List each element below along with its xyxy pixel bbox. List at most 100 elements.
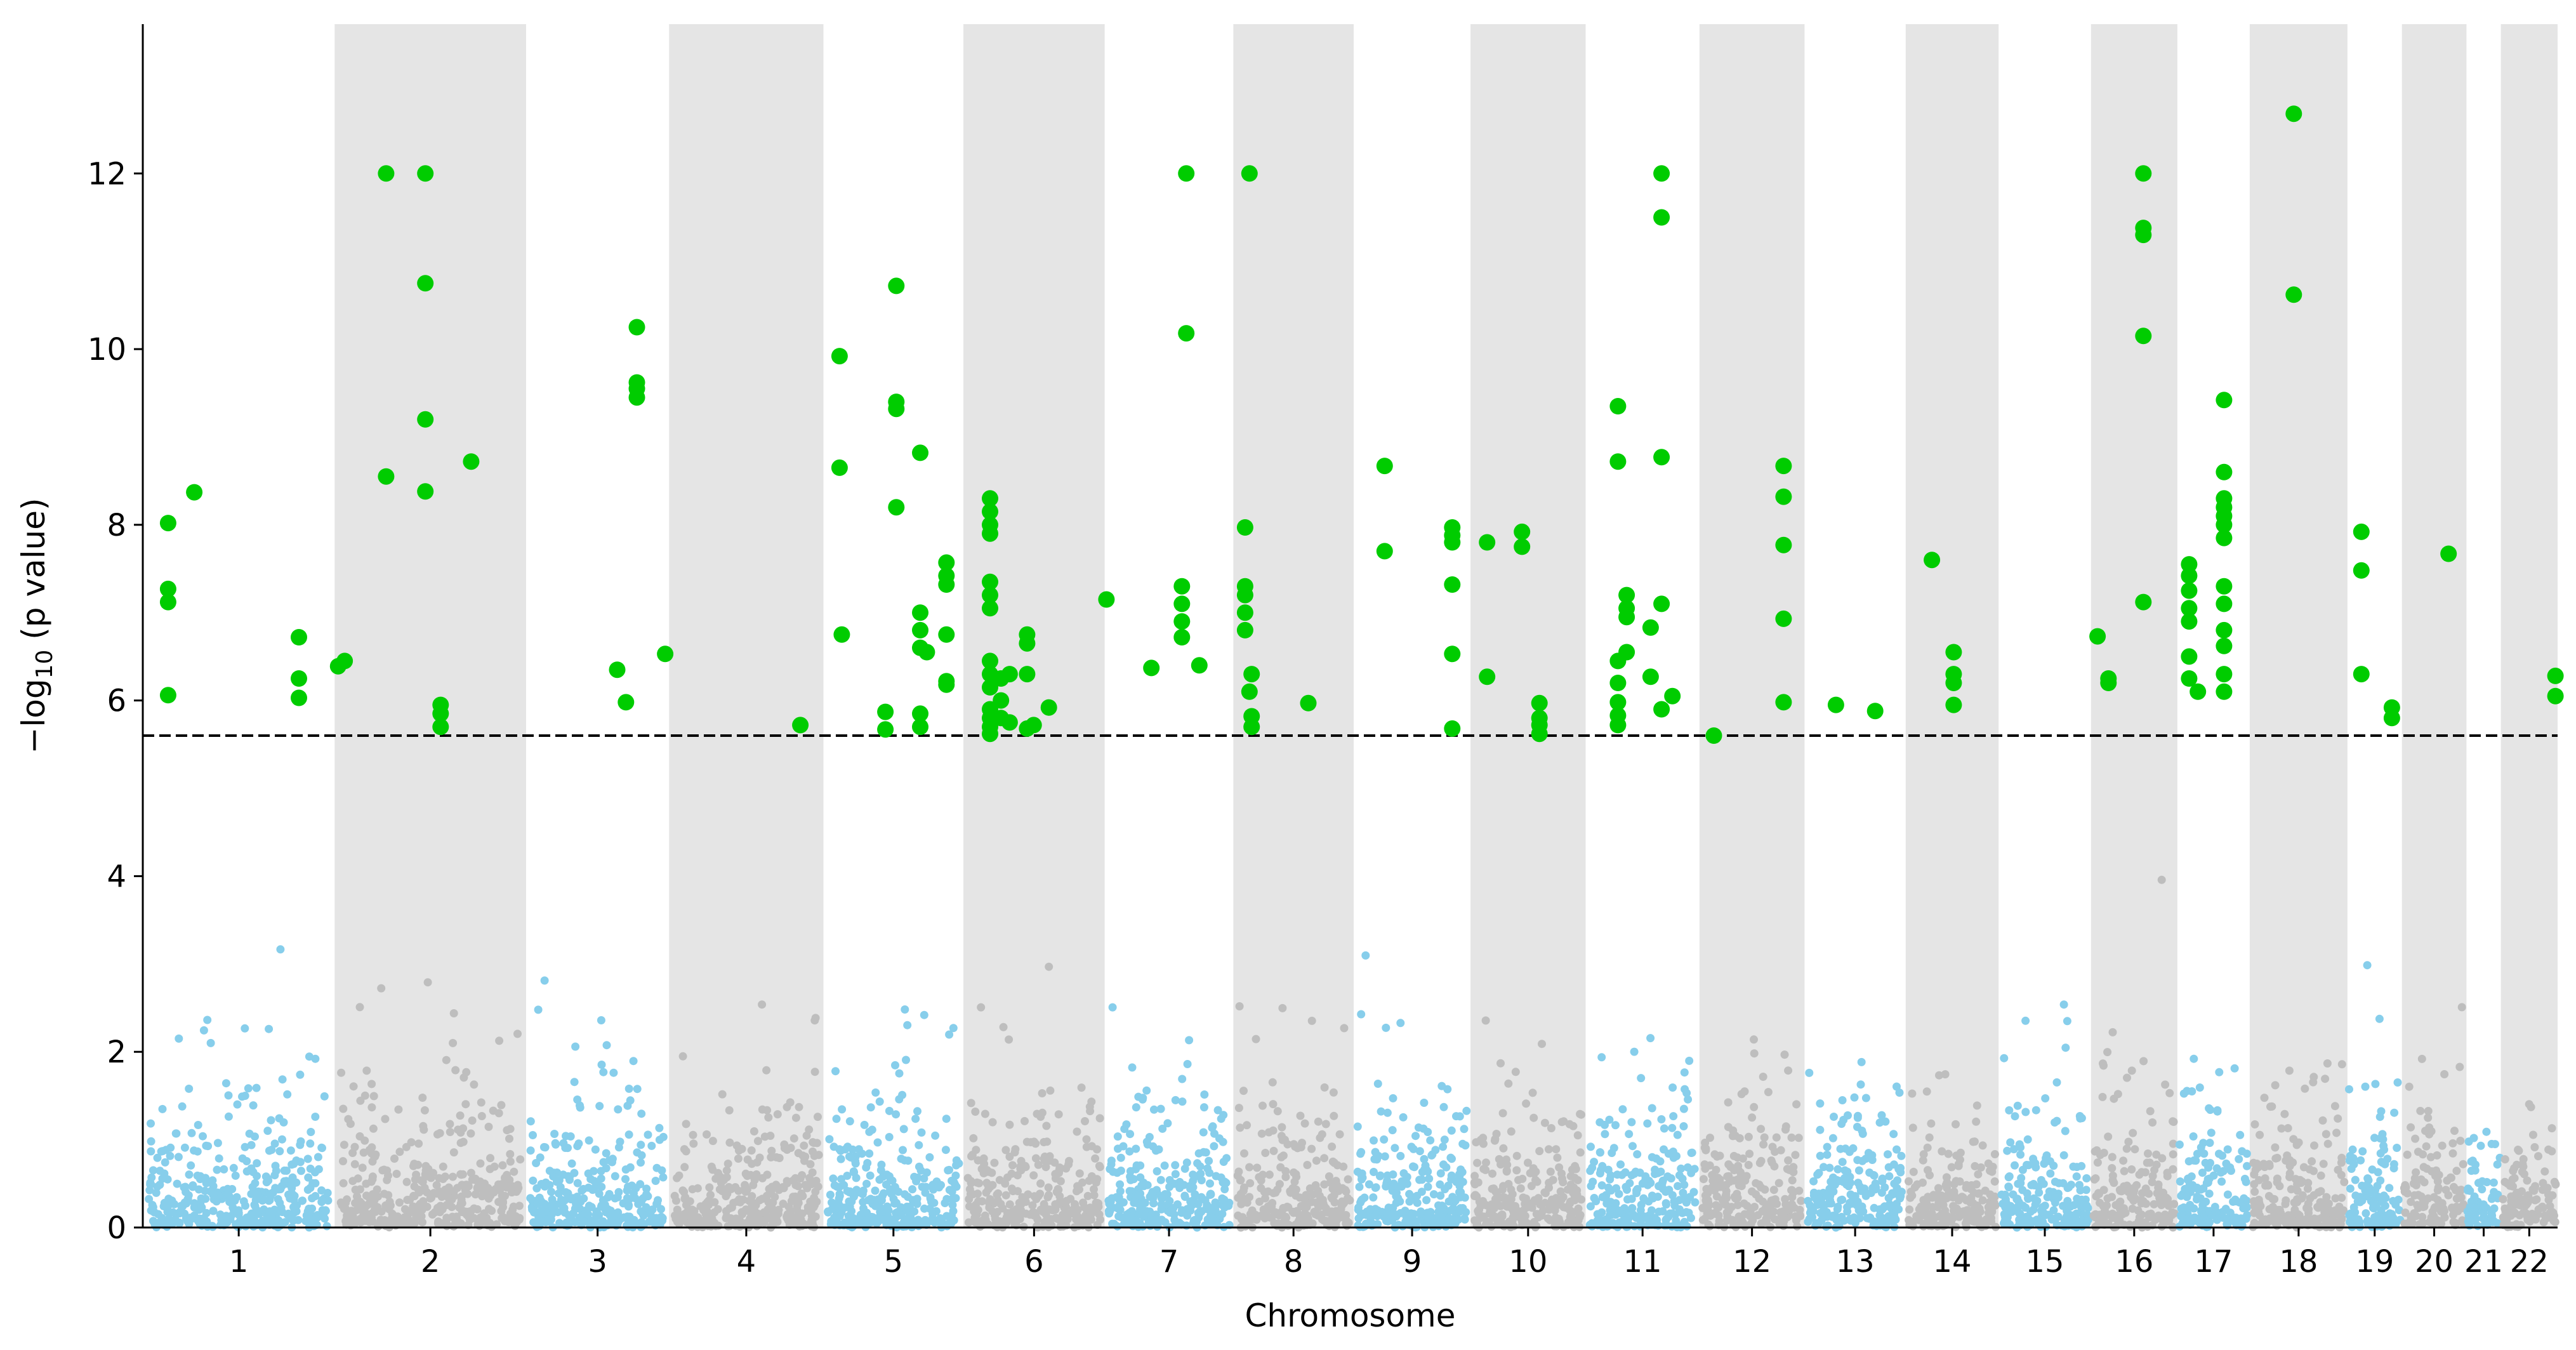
snp-point (355, 1003, 364, 1012)
snp-point (1587, 1182, 1595, 1191)
snp-point (1586, 1202, 1595, 1211)
snp-point (2021, 1212, 2030, 1221)
snp-point (229, 1163, 238, 1172)
snp-point (1177, 1208, 1186, 1217)
snp-point (859, 1198, 868, 1207)
snp-point (158, 1147, 167, 1156)
shade-band-chr-22 (2500, 24, 2558, 1228)
snp-point (1024, 1190, 1033, 1199)
snp-point (2283, 1124, 2292, 1132)
snp-point (1633, 1150, 1642, 1159)
snp-point (2148, 1118, 2157, 1127)
snp-point (1210, 1129, 1219, 1138)
snp-point (279, 1219, 287, 1228)
snp-point (1031, 1154, 1040, 1163)
snp-point (1200, 1090, 1209, 1099)
snp-point (791, 1113, 800, 1122)
snp-point (1628, 1142, 1637, 1151)
snp-point (2457, 1003, 2466, 1012)
snp-point (1413, 1191, 1422, 1200)
snp-point (1392, 1212, 1401, 1221)
snp-point (682, 1120, 690, 1128)
snp-point (887, 1215, 895, 1224)
snp-point (2110, 1179, 2118, 1188)
snp-point (2110, 1094, 2118, 1103)
snp-point (624, 1130, 633, 1139)
snp-point (1783, 1165, 1792, 1174)
snp-point (2127, 1165, 2136, 1174)
snp-point (1245, 1163, 1254, 1172)
snp-point (2124, 1137, 2133, 1146)
snp-point (871, 1088, 880, 1097)
snp-point (1986, 1214, 1995, 1222)
snp-point (1789, 1188, 1798, 1196)
snp-point (1657, 1115, 1666, 1123)
snp-point (234, 1208, 243, 1217)
snp-point (145, 1186, 154, 1194)
snp-point (174, 1153, 183, 1161)
snp-point (1588, 1219, 1597, 1228)
snp-point (2250, 1120, 2259, 1128)
snp-point (871, 1186, 880, 1195)
snp-point (149, 1166, 157, 1175)
snp-point (1624, 1214, 1633, 1222)
snp-point (1776, 1146, 1785, 1155)
snp-point (420, 1184, 429, 1193)
snp-point (485, 1165, 494, 1174)
snp-point (2069, 1162, 2078, 1171)
snp-point (1683, 1163, 1692, 1172)
snp-point (948, 1201, 957, 1209)
snp-point (1095, 1114, 1104, 1123)
snp-point (1615, 1189, 1623, 1198)
snp-point (2289, 1135, 2298, 1144)
snp-point (1574, 1204, 1583, 1213)
snp-point (1555, 1163, 1564, 1172)
snp-point (2227, 1167, 2235, 1175)
snp-point (1342, 1187, 1351, 1196)
snp-point (228, 1203, 237, 1212)
snp-point (2361, 1082, 2370, 1091)
snp-point (423, 1202, 432, 1211)
snp-point (2111, 1201, 2120, 1210)
snp-point (2532, 1195, 2541, 1204)
snp-point (2059, 1000, 2068, 1009)
snp-point (259, 1195, 268, 1204)
snp-point (678, 1052, 687, 1061)
snp-point (642, 1190, 651, 1199)
snp-point (2500, 1216, 2509, 1225)
snp-point (2260, 1094, 2269, 1102)
snp-point (1217, 1173, 1225, 1182)
snp-point (1539, 1206, 1547, 1215)
snp-point (2427, 1127, 2436, 1135)
snp-point (2337, 1060, 2346, 1069)
snp-point (1401, 1217, 1410, 1226)
snp-point (681, 1193, 690, 1201)
snp-point (476, 1177, 485, 1186)
snp-point (2310, 1214, 2319, 1223)
snp-point (1812, 1219, 1821, 1228)
snp-point (2021, 1016, 2030, 1025)
snp-point (449, 1187, 458, 1196)
snp-point (1447, 1171, 1456, 1180)
snp-point (1590, 1194, 1599, 1202)
snp-point (1559, 1193, 1568, 1201)
snp-point (2283, 1151, 2292, 1160)
snp-point (2281, 1217, 2290, 1226)
snp-point (449, 1009, 458, 1017)
snp-point (830, 1181, 839, 1189)
snp-point (2011, 1112, 2019, 1121)
snp-point (245, 1129, 254, 1138)
snp-point (1597, 1181, 1606, 1190)
snp-point (180, 1143, 189, 1152)
snp-point (2424, 1194, 2433, 1203)
snp-point (1429, 1190, 1438, 1199)
snp-point (193, 1171, 202, 1180)
snp-point (811, 1188, 820, 1196)
snp-point (927, 1217, 936, 1226)
snp-point (1235, 1002, 1244, 1010)
snp-point (1724, 1172, 1733, 1181)
snp-point (1140, 1198, 1149, 1207)
snp-point (825, 1135, 834, 1144)
snp-point (1715, 1151, 1724, 1160)
snp-point (1944, 1149, 1953, 1158)
